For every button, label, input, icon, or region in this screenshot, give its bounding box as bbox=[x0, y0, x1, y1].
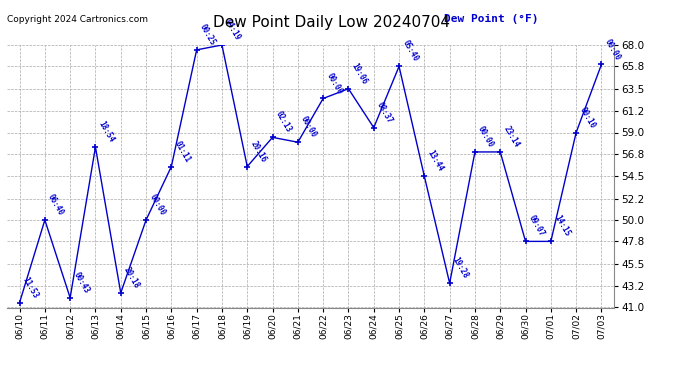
Text: 09:07: 09:07 bbox=[527, 214, 546, 238]
Text: 02:13: 02:13 bbox=[274, 110, 293, 135]
Text: 19:06: 19:06 bbox=[350, 61, 369, 86]
Text: Dew Point (°F): Dew Point (°F) bbox=[444, 14, 539, 24]
Text: 00:00: 00:00 bbox=[603, 37, 622, 62]
Text: Dew Point Daily Low 20240704: Dew Point Daily Low 20240704 bbox=[213, 15, 450, 30]
Text: 20:18: 20:18 bbox=[122, 266, 141, 290]
Text: 00:43: 00:43 bbox=[72, 270, 91, 295]
Text: 18:54: 18:54 bbox=[97, 120, 116, 144]
Text: 00:25: 00:25 bbox=[198, 22, 217, 47]
Text: 23:14: 23:14 bbox=[502, 124, 521, 149]
Text: 19:28: 19:28 bbox=[451, 256, 471, 280]
Text: 00:00: 00:00 bbox=[476, 124, 495, 149]
Text: 06:40: 06:40 bbox=[46, 192, 66, 217]
Text: 08:37: 08:37 bbox=[375, 100, 395, 125]
Text: 00:00: 00:00 bbox=[324, 71, 344, 96]
Text: 04:19: 04:19 bbox=[224, 18, 243, 42]
Text: 00:00: 00:00 bbox=[148, 192, 167, 217]
Text: 01:11: 01:11 bbox=[172, 139, 192, 164]
Text: 14:15: 14:15 bbox=[552, 214, 571, 238]
Text: 00:00: 00:00 bbox=[299, 115, 319, 139]
Text: 20:16: 20:16 bbox=[248, 139, 268, 164]
Text: 00:10: 00:10 bbox=[578, 105, 597, 130]
Text: Copyright 2024 Cartronics.com: Copyright 2024 Cartronics.com bbox=[7, 15, 148, 24]
Text: 05:40: 05:40 bbox=[400, 39, 420, 63]
Text: 11:53: 11:53 bbox=[21, 275, 40, 300]
Text: 13:44: 13:44 bbox=[426, 149, 445, 173]
